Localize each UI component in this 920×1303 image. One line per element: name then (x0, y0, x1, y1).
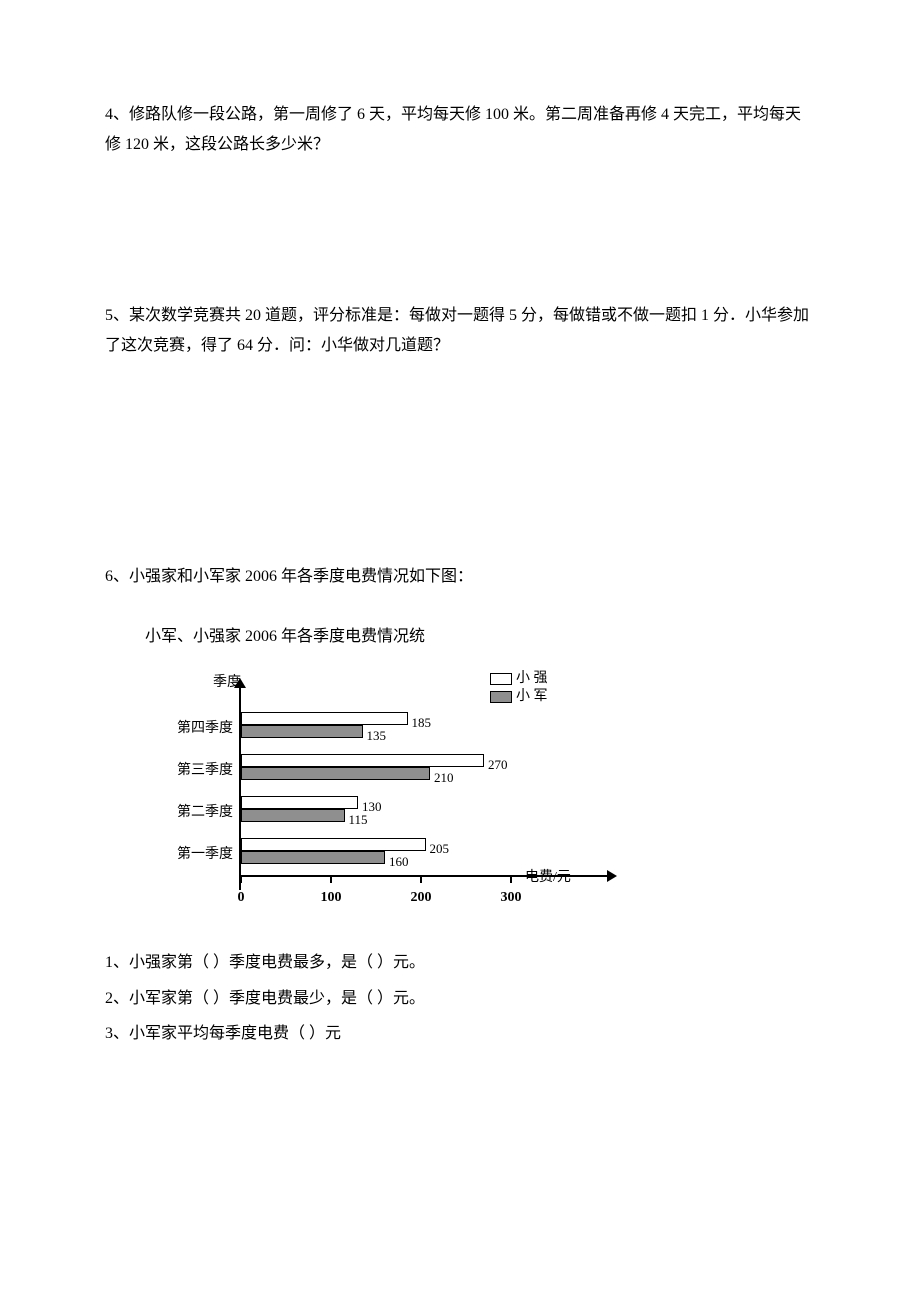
legend-swatch-b (490, 691, 512, 703)
sub-question-2: 2、小军家第（ ）季度电费最少，是（ ）元。 (105, 981, 815, 1016)
x-tick (240, 875, 242, 883)
category-label: 第一季度 (163, 842, 233, 869)
bar-value-b: 115 (349, 808, 368, 833)
bar-series-b (241, 767, 430, 780)
bar-value-b: 160 (389, 850, 409, 875)
category-label: 第二季度 (163, 800, 233, 827)
question-4: 4、修路队修一段公路，第一周修了 6 天，平均每天修 100 米。第二周准备再修… (105, 100, 815, 161)
chart-title: 小军、小强家 2006 年各季度电费情况统 (145, 622, 815, 652)
bar-value-b: 210 (434, 766, 454, 791)
legend-item-a: 小 强 (490, 670, 548, 688)
page: 4、修路队修一段公路，第一周修了 6 天，平均每天修 100 米。第二周准备再修… (0, 0, 920, 1151)
sub-question-3: 3、小军家平均每季度电费（ ）元 (105, 1016, 815, 1051)
question-5-text: 5、某次数学竞赛共 20 道题，评分标准是：每做对一题得 5 分，每做错或不做一… (105, 307, 809, 354)
x-tick-label: 300 (501, 885, 522, 912)
bar-series-b (241, 725, 363, 738)
chart: 季度 小 强 小 军 电费/元 0100200300 第四季度185135第三季… (135, 670, 635, 920)
legend-label-b: 小 军 (516, 688, 548, 706)
bar-value-a: 185 (412, 711, 432, 736)
x-tick (420, 875, 422, 883)
bar-value-a: 205 (430, 837, 450, 862)
bar-value-b: 135 (367, 724, 387, 749)
legend-swatch-a (490, 673, 512, 685)
x-tick-label: 100 (321, 885, 342, 912)
x-axis-label: 电费/元 (525, 865, 571, 892)
x-axis-arrow-icon (607, 870, 617, 882)
question-6-title: 6、小强家和小军家 2006 年各季度电费情况如下图： (105, 562, 815, 592)
legend-item-b: 小 军 (490, 688, 548, 706)
category-label: 第四季度 (163, 716, 233, 743)
bar-series-b (241, 809, 345, 822)
question-5: 5、某次数学竞赛共 20 道题，评分标准是：每做对一题得 5 分，每做错或不做一… (105, 301, 815, 362)
bar-value-a: 270 (488, 753, 508, 778)
legend-label-a: 小 强 (516, 670, 548, 688)
bar-series-b (241, 851, 385, 864)
x-tick (510, 875, 512, 883)
x-tick-label: 0 (238, 885, 245, 912)
x-tick (330, 875, 332, 883)
x-tick-label: 200 (411, 885, 432, 912)
question-4-text: 4、修路队修一段公路，第一周修了 6 天，平均每天修 100 米。第二周准备再修… (105, 106, 801, 153)
question-6: 6、小强家和小军家 2006 年各季度电费情况如下图： 小军、小强家 2006 … (105, 562, 815, 1051)
legend: 小 强 小 军 (490, 670, 548, 706)
sub-questions: 1、小强家第（ ）季度电费最多，是（ ）元。 2、小军家第（ ）季度电费最少，是… (105, 945, 815, 1051)
sub-question-1: 1、小强家第（ ）季度电费最多，是（ ）元。 (105, 945, 815, 980)
category-label: 第三季度 (163, 758, 233, 785)
bar-series-a (241, 796, 358, 809)
